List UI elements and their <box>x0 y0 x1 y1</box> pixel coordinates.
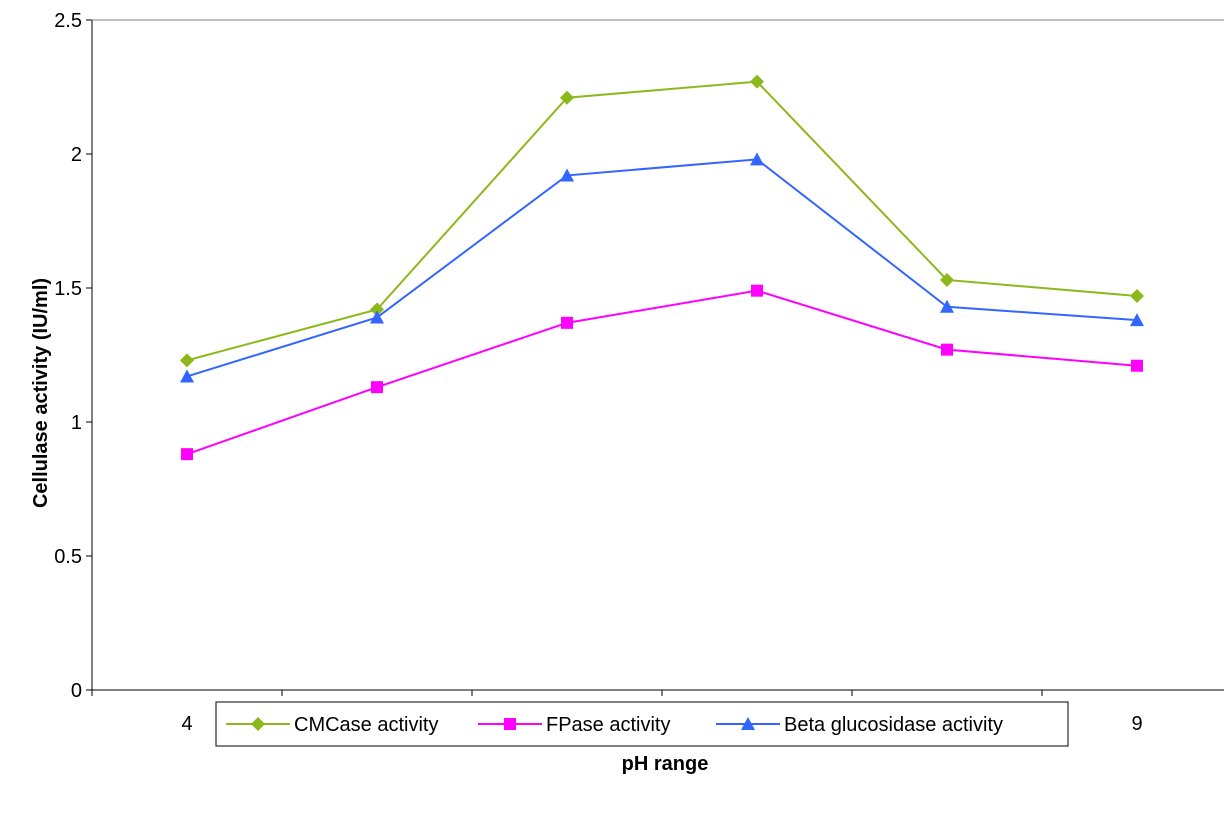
legend-item: Beta glucosidase activity <box>716 714 1003 736</box>
legend-label: CMCase activity <box>294 714 438 736</box>
series-diamond <box>180 74 1144 368</box>
data-point <box>181 448 193 461</box>
data-point <box>560 168 574 182</box>
x-tick-label: 4 <box>181 713 192 735</box>
legend-box <box>215 701 1069 747</box>
data-point <box>941 343 953 356</box>
y-tick-label: 1.5 <box>54 278 82 300</box>
data-point <box>751 284 763 297</box>
series-line <box>186 80 1138 362</box>
legend-marker <box>741 717 755 730</box>
legend-label: Beta glucosidase activity <box>784 714 1003 736</box>
series-square <box>181 284 1143 461</box>
series-line <box>186 158 1138 378</box>
data-point <box>1130 313 1144 327</box>
data-point <box>180 353 194 368</box>
data-point <box>1131 359 1143 372</box>
y-axis-ticks: 0 0.5 1 1.5 2 2.5 <box>54 10 92 702</box>
y-tick-label: 0 <box>71 680 82 702</box>
x-axis-title: pH range <box>622 753 709 775</box>
legend-marker <box>504 718 516 730</box>
axes <box>91 19 1224 691</box>
data-point <box>180 369 194 383</box>
y-tick-label: 0.5 <box>54 546 82 568</box>
legend: CMCase activity FPase activity Beta glucos… <box>215 701 1069 747</box>
data-point <box>560 90 574 105</box>
y-tick-label: 2 <box>71 144 82 166</box>
legend-marker <box>251 717 265 731</box>
series-layer <box>180 74 1144 461</box>
data-point <box>370 302 384 317</box>
legend-label: FPase activity <box>546 714 670 736</box>
series-line <box>186 289 1138 456</box>
legend-item: CMCase activity <box>226 714 438 736</box>
y-axis-title: Cellulase activity (IU/ml) <box>30 278 52 508</box>
y-tick-label: 1 <box>71 412 82 434</box>
x-tick-label: 9 <box>1131 713 1142 735</box>
data-point <box>750 152 764 166</box>
data-point <box>750 74 764 89</box>
legend-item: FPase activity <box>478 714 670 736</box>
data-point <box>561 316 573 329</box>
data-point <box>371 381 383 394</box>
data-point <box>1130 289 1144 304</box>
y-tick-label: 2.5 <box>54 10 82 32</box>
series-triangle <box>180 152 1144 383</box>
data-point <box>940 272 954 287</box>
data-point <box>940 299 954 313</box>
data-point <box>370 310 384 324</box>
